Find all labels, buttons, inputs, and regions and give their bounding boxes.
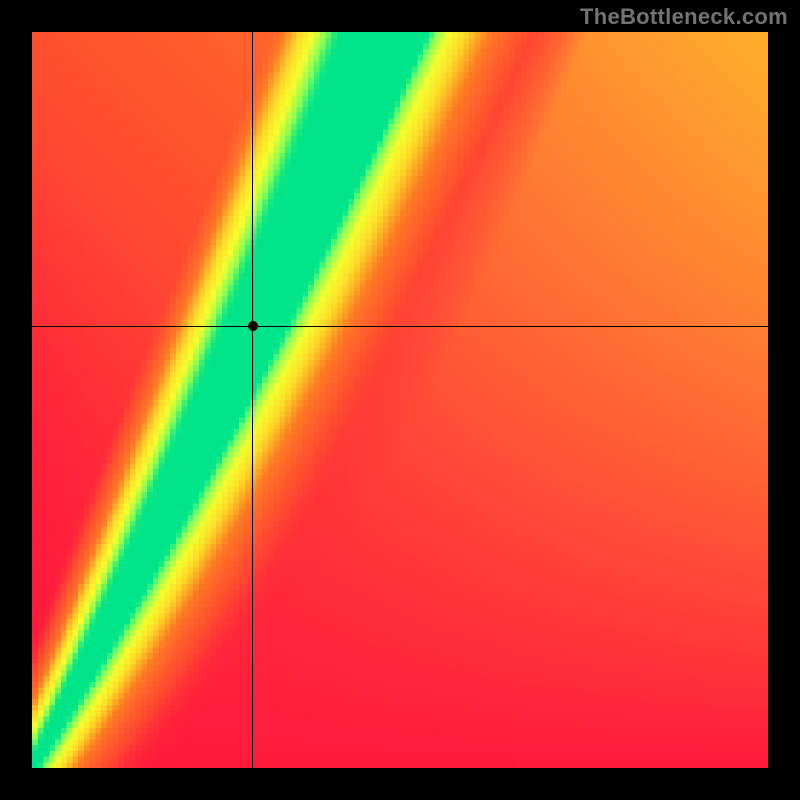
crosshair-vertical <box>252 32 253 768</box>
crosshair-horizontal <box>32 326 768 327</box>
bottleneck-heatmap <box>32 32 768 768</box>
watermark-text: TheBottleneck.com <box>580 4 788 30</box>
